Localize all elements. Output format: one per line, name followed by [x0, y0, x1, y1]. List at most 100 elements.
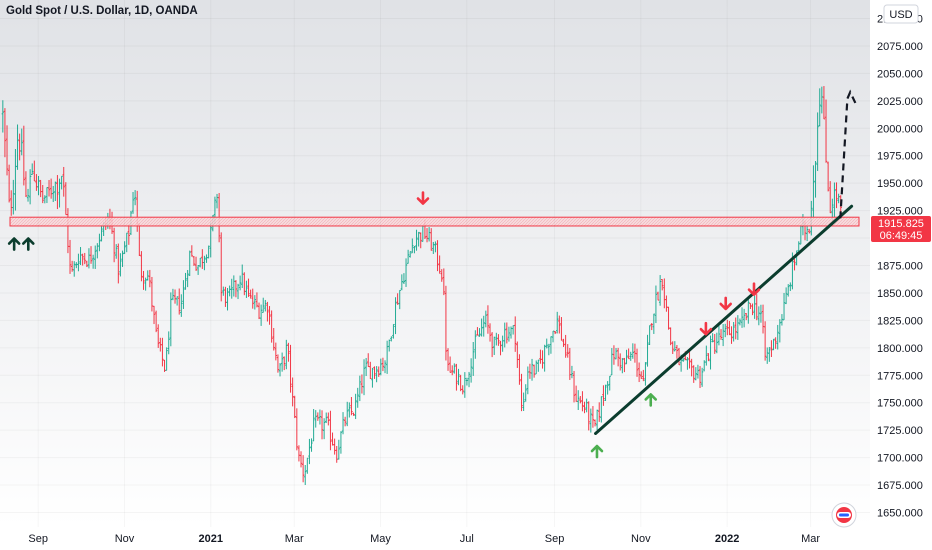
- price-bar: [763, 321, 767, 361]
- x-tick-label: Jul: [460, 533, 474, 545]
- arrow-up-icon[interactable]: [21, 237, 35, 251]
- price-bar: [713, 333, 716, 354]
- price-bar: [612, 345, 616, 365]
- y-tick-label: 2075.000: [877, 41, 923, 53]
- price-bar: [623, 357, 626, 373]
- price-bar: [635, 348, 639, 377]
- price-bar: [514, 316, 517, 352]
- price-bar: [373, 366, 376, 379]
- price-bar: [144, 277, 147, 291]
- price-bar: [728, 320, 731, 336]
- price-bar: [85, 260, 89, 268]
- price-bar: [472, 342, 475, 376]
- price-bar: [448, 356, 452, 373]
- price-bar: [52, 185, 55, 203]
- price-bar: [157, 324, 160, 348]
- projection-path[interactable]: [839, 89, 857, 219]
- price-bar: [192, 256, 196, 266]
- chart-title: Gold Spot / U.S. Dollar, 1D, OANDA: [6, 5, 198, 17]
- y-axis[interactable]: 1650.000 1675.000 1700.000 1725.000 1750.000…: [0, 14, 923, 520]
- price-bar: [656, 291, 660, 301]
- price-bar: [406, 249, 410, 264]
- price-bar: [278, 363, 282, 377]
- price-bar: [751, 303, 754, 316]
- price-bar: [28, 169, 32, 205]
- price-bar: [301, 455, 305, 483]
- price-bar: [409, 251, 412, 258]
- price-bar: [780, 314, 784, 326]
- price-bar: [768, 346, 771, 362]
- arrow-down-icon[interactable]: [699, 321, 713, 336]
- price-bar: [295, 408, 299, 451]
- x-tick-label: Nov: [115, 533, 135, 545]
- currency-button[interactable]: USD: [883, 4, 919, 24]
- price-bar: [161, 337, 164, 367]
- price-bar: [602, 385, 605, 406]
- price-bar: [648, 325, 651, 345]
- price-bar: [400, 274, 404, 291]
- price-bar: [83, 252, 86, 265]
- price-bar: [455, 363, 458, 391]
- price-bar: [740, 307, 744, 328]
- arrow-down-icon[interactable]: [719, 296, 733, 311]
- arrow-up-icon[interactable]: [7, 237, 21, 251]
- price-bar: [194, 256, 198, 271]
- price-bar: [404, 258, 408, 287]
- price-bar: [621, 357, 624, 374]
- price-bar: [474, 330, 477, 359]
- price-bar: [707, 353, 710, 362]
- price-bar: [520, 373, 523, 412]
- price-bar: [329, 410, 332, 451]
- price-bar: [375, 366, 378, 383]
- x-tick-label: May: [370, 533, 391, 545]
- price-bar: [478, 328, 481, 337]
- price-bar: [535, 360, 538, 375]
- price-bar: [503, 322, 506, 348]
- price-bar: [199, 257, 202, 268]
- price-bar: [495, 332, 498, 346]
- price-bar: [499, 340, 502, 356]
- price-bar: [415, 229, 418, 251]
- price-bar: [251, 288, 254, 309]
- arrow-up-icon[interactable]: [644, 393, 658, 407]
- price-bar: [715, 332, 719, 354]
- price-bar: [558, 315, 561, 334]
- price-bar: [782, 292, 786, 321]
- price-bar: [640, 371, 643, 379]
- price-bar: [543, 344, 546, 372]
- arrow-up-icon[interactable]: [590, 444, 604, 459]
- price-bar: [94, 245, 97, 269]
- arrow-down-icon[interactable]: [416, 191, 430, 205]
- price-bar: [709, 335, 712, 370]
- price-bar: [587, 401, 590, 431]
- price-bar: [598, 402, 601, 422]
- price-bar: [3, 108, 7, 158]
- y-tick-label: 1925.000: [877, 206, 923, 218]
- time-scale-background: [0, 527, 870, 550]
- price-bar: [24, 171, 28, 198]
- price-bar: [562, 338, 565, 347]
- price-bar: [390, 336, 393, 342]
- price-bar: [480, 318, 483, 337]
- price-bar: [732, 322, 735, 342]
- price-bar: [577, 390, 580, 411]
- tradingview-logo[interactable]: [831, 502, 857, 528]
- price-bar: [438, 255, 441, 274]
- price-bar: [696, 364, 700, 379]
- price-bar: [730, 326, 733, 344]
- price-bar: [654, 285, 658, 324]
- price-bar: [207, 245, 210, 259]
- price-bar: [816, 112, 819, 171]
- price-bar: [299, 451, 303, 468]
- price-bar: [570, 365, 574, 379]
- y-tick-label: 1700.000: [877, 453, 923, 465]
- resistance-zone[interactable]: [9, 216, 860, 227]
- arrow-down-icon[interactable]: [747, 282, 761, 296]
- price-bar: [133, 190, 137, 206]
- price-bar: [658, 275, 662, 306]
- x-axis[interactable]: Sep Nov 2021 Mar May Jul Sep Nov 2022 Mar: [28, 0, 820, 545]
- trendline[interactable]: [594, 204, 854, 435]
- price-bar: [318, 409, 322, 425]
- y-tick-label: 1750.000: [877, 398, 923, 410]
